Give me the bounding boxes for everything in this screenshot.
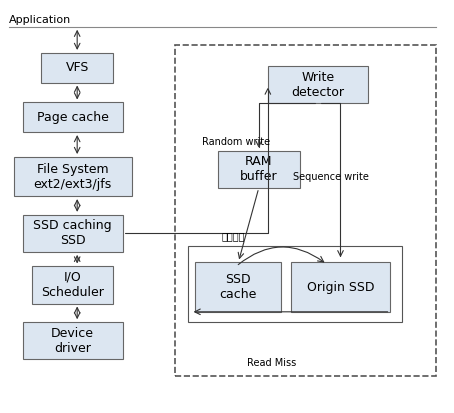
Text: RAM
buffer: RAM buffer	[240, 155, 277, 183]
FancyBboxPatch shape	[41, 53, 114, 83]
FancyBboxPatch shape	[23, 322, 123, 359]
Text: Read Miss: Read Miss	[247, 358, 296, 368]
Text: Origin SSD: Origin SSD	[307, 280, 374, 294]
FancyBboxPatch shape	[14, 157, 132, 196]
Text: I/O
Scheduler: I/O Scheduler	[41, 271, 104, 299]
FancyBboxPatch shape	[23, 215, 123, 252]
Text: Device
driver: Device driver	[51, 327, 94, 355]
Text: SSD
cache: SSD cache	[220, 273, 257, 301]
FancyBboxPatch shape	[32, 266, 114, 304]
Bar	[175, 45, 436, 376]
FancyBboxPatch shape	[23, 102, 123, 132]
Text: Write
detector: Write detector	[291, 71, 344, 99]
Text: File System
ext2/ext3/jfs: File System ext2/ext3/jfs	[34, 163, 112, 190]
Text: VFS: VFS	[65, 61, 89, 74]
FancyBboxPatch shape	[195, 262, 281, 312]
Text: Page cache: Page cache	[37, 111, 109, 124]
FancyBboxPatch shape	[268, 66, 368, 103]
Text: Random write: Random write	[202, 138, 270, 147]
Bar	[188, 246, 402, 322]
Text: 驱动迁移: 驱动迁移	[222, 232, 245, 242]
Text: Sequence write: Sequence write	[293, 172, 369, 182]
Text: SSD caching
SSD: SSD caching SSD	[33, 219, 112, 247]
FancyBboxPatch shape	[291, 262, 390, 312]
FancyBboxPatch shape	[218, 151, 300, 188]
Text: Application: Application	[9, 15, 71, 25]
